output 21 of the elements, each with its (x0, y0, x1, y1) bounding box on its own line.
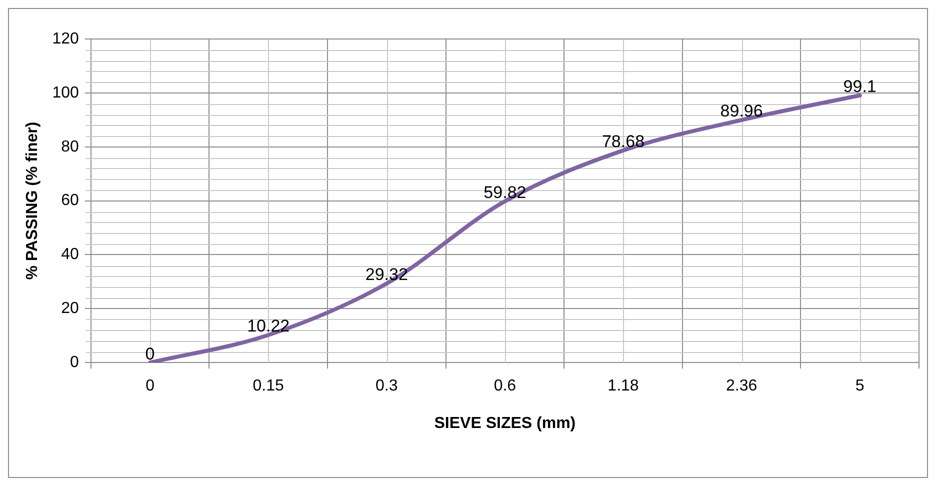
y-tick-label: 0 (70, 354, 79, 372)
x-tick-label: 5 (855, 378, 864, 395)
data-label: 10.22 (247, 316, 290, 336)
x-tick-label: 2.36 (726, 378, 758, 395)
x-tick-label: 1.18 (608, 378, 639, 395)
data-label: 99.1 (843, 77, 876, 96)
y-tick-label: 40 (61, 246, 79, 264)
x-tick-label: 0 (146, 378, 155, 395)
data-label: 89.96 (720, 102, 763, 121)
x-axis-title: SIEVE SIZES (mm) (434, 414, 576, 432)
x-tick-label: 0.15 (252, 378, 284, 395)
y-tick-label: 100 (52, 84, 79, 102)
y-axis-title: % PASSING (% finer) (24, 122, 42, 280)
y-tick-label: 80 (61, 138, 79, 156)
data-label: 0 (145, 344, 155, 364)
data-label: 78.68 (602, 132, 645, 152)
x-tick-label: 0.6 (494, 378, 516, 395)
x-tick-label: 0.3 (376, 378, 398, 395)
y-tick-label: 120 (52, 30, 79, 48)
y-tick-label: 20 (61, 300, 79, 318)
y-tick-label: 60 (61, 192, 79, 210)
